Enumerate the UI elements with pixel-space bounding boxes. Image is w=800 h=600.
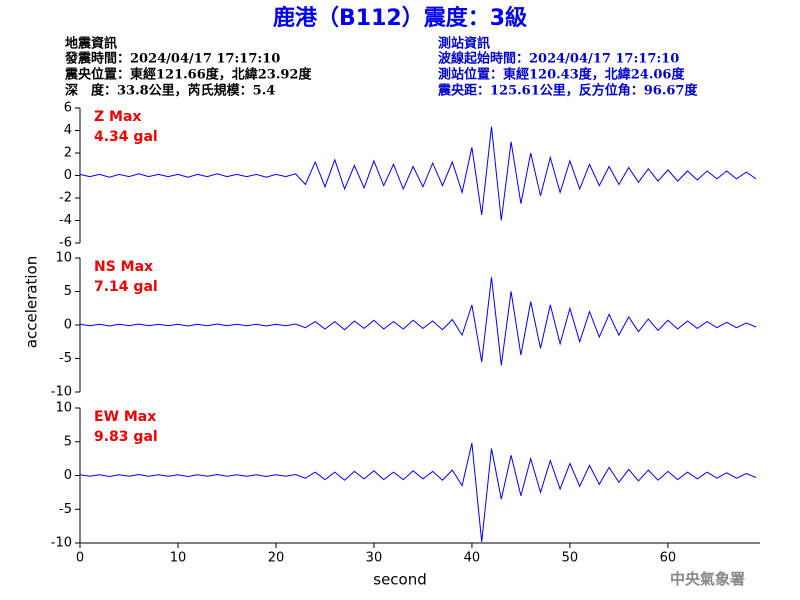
info-right: 測站位置：東經120.43度，北緯24.06度 [438,67,685,83]
info-left: 地震資訊 [65,36,117,52]
channel-label: NS Max [94,259,153,275]
y-tick-label: -5 [59,502,72,517]
max-label: 9.83 gal [94,429,158,445]
x-tick-label: 10 [170,551,187,566]
x-tick-label: 60 [660,551,677,566]
info-left: 震央位置：東經121.66度，北緯23.92度 [64,67,312,83]
waveform [79,277,757,366]
channel-label: Z Max [94,109,141,125]
info-left: 發震時間：2024/04/17 17:17:10 [64,51,280,67]
y-tick-label: 6 [64,101,72,116]
channel-label: EW Max [94,409,156,425]
y-tick-label: 10 [55,251,72,266]
y-tick-label: -10 [51,385,72,400]
x-tick-label: 40 [464,551,481,566]
x-axis-label: second [373,571,427,589]
waveform [79,126,757,221]
chart-title: 鹿港（B112）震度：3級 [273,5,527,31]
y-tick-label: 4 [64,123,72,138]
y-tick-label: 0 [64,168,72,183]
info-left: 深 度：33.8公里，芮氏規模：5.4 [65,83,275,99]
y-tick-label: -5 [59,351,72,366]
max-label: 7.14 gal [94,279,158,295]
y-tick-label: 2 [64,146,72,161]
x-tick-label: 50 [562,551,579,566]
x-tick-label: 20 [268,551,285,566]
info-right: 震央距：125.61公里，反方位角：96.67度 [437,83,698,99]
y-tick-label: -6 [59,236,72,251]
max-label: 4.34 gal [94,129,158,145]
x-tick-label: 0 [76,551,84,566]
credit: 中央氣象署 [670,570,745,588]
info-right: 測站資訊 [438,36,490,52]
x-tick-label: 30 [366,551,383,566]
y-tick-label: 10 [55,401,72,416]
y-tick-label: -10 [51,536,72,551]
y-axis-label: acceleration [23,256,41,348]
y-tick-label: 5 [64,434,72,449]
waveform [79,442,757,542]
info-right: 波線起始時間：2024/04/17 17:17:10 [438,51,679,67]
y-tick-label: 0 [64,318,72,333]
y-tick-label: 5 [64,284,72,299]
y-tick-label: -2 [59,191,72,206]
y-tick-label: 0 [64,468,72,483]
y-tick-label: -4 [59,213,72,228]
